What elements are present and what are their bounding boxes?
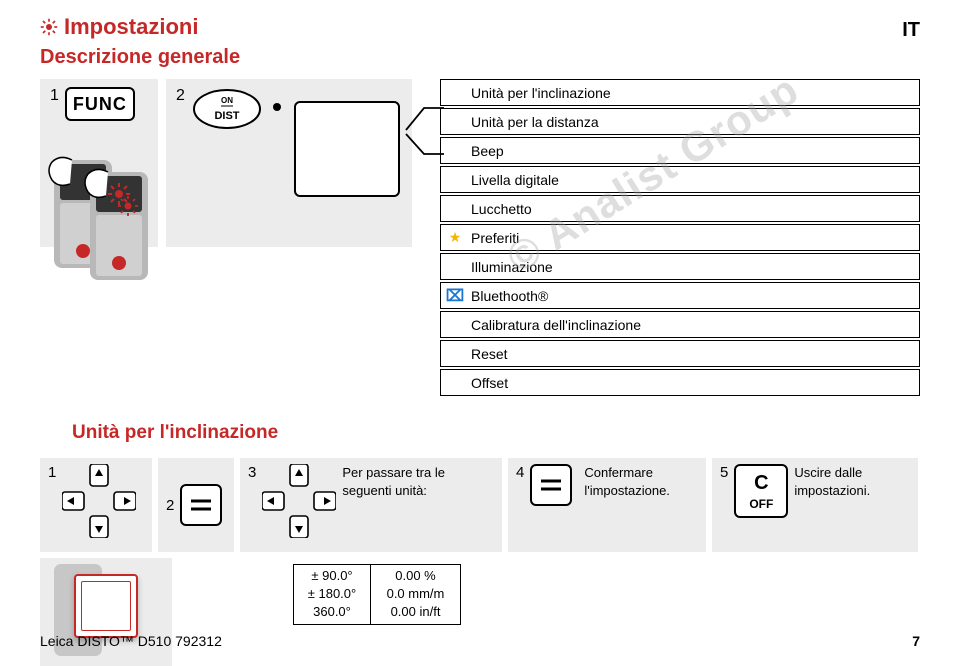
device-illustration (54, 160, 204, 280)
equals-button (530, 464, 572, 506)
dist-on-button: ON DIST (191, 87, 263, 131)
gear-icon (40, 18, 58, 36)
section-title: Unità per l'inclinazione (72, 422, 920, 444)
menu-item: ★Preferiti (440, 224, 920, 251)
bluetooth-icon: ⌧ (447, 288, 463, 304)
menu-item: Calibratura dell'inclinazione (440, 311, 920, 338)
speech-box (294, 101, 400, 197)
step-number: 2 (176, 87, 185, 105)
step3-text: Per passare tra le seguenti unità: (342, 464, 492, 499)
menu-item: Reset (440, 340, 920, 367)
page-title: Impostazioni (64, 14, 198, 40)
page-number: 7 (912, 633, 920, 649)
menu-item: Lucchetto (440, 195, 920, 222)
func-label: FUNC (73, 94, 127, 115)
menu-item: Illuminazione (440, 253, 920, 280)
confirm-text: Confermare l'impostazione. (584, 464, 694, 499)
clear-off-button: C OFF (734, 464, 788, 518)
exit-text: Uscire dalle impostazioni. (794, 464, 904, 499)
flow-step-5: 5 C OFF Uscire dalle impostazioni. (712, 458, 918, 552)
star-icon: ★ (447, 230, 463, 246)
callout-line-icon (406, 98, 446, 158)
menu-item: Unità per la distanza (440, 108, 920, 135)
page-subtitle: Descrizione generale (40, 46, 920, 69)
func-button: FUNC (65, 87, 135, 121)
footer-product: Leica DISTO™ D510 792312 (40, 633, 222, 649)
flow-step-4: 4 Confermare l'impostazione. (508, 458, 706, 552)
settings-menu: Unità per l'inclinazione Unità per la di… (440, 79, 920, 396)
units-table: ± 90.0° ± 180.0° 360.0° 0.00 % 0.0 mm/m … (293, 564, 461, 625)
menu-item: Unità per l'inclinazione (440, 79, 920, 106)
device-screen-illustration (40, 558, 172, 666)
menu-item: Livella digitale (440, 166, 920, 193)
gear-icon-red (118, 196, 138, 216)
menu-item: Beep (440, 137, 920, 164)
flow-step-1: 1 (40, 458, 152, 552)
language-badge: IT (902, 19, 920, 42)
flow-step-2: 2 (158, 458, 234, 552)
svg-text:DIST: DIST (214, 110, 239, 122)
flow-step-3: 3 Per passare tra le seguenti unità: (240, 458, 502, 552)
laser-dot-icon (273, 103, 281, 111)
dpad-icon (62, 464, 136, 538)
equals-button (180, 484, 222, 526)
menu-item: Offset (440, 369, 920, 396)
step-number: 1 (50, 87, 59, 105)
svg-text:ON: ON (221, 96, 233, 105)
menu-item: ⌧Bluethooth® (440, 282, 920, 309)
dpad-icon (262, 464, 336, 538)
